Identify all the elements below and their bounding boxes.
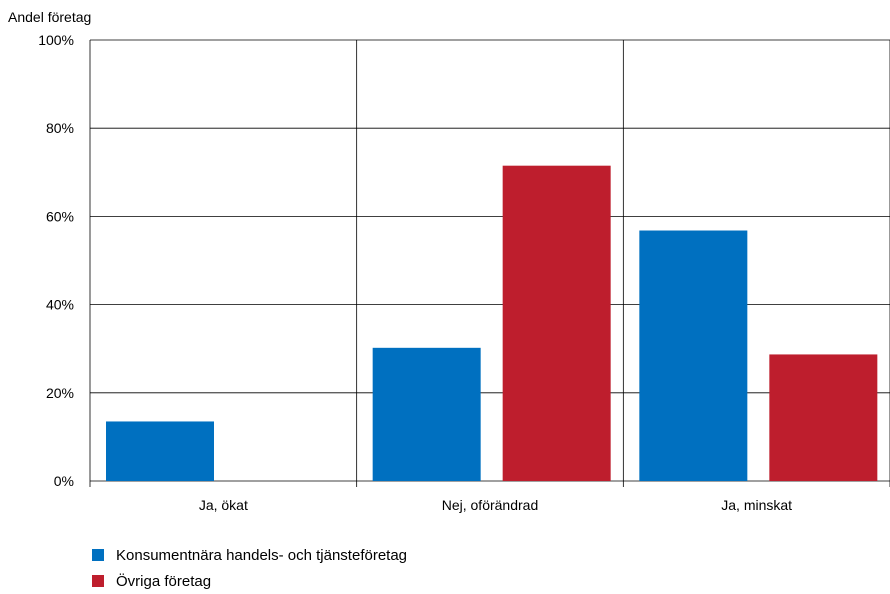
y-tick-label: 20% xyxy=(46,385,74,401)
bar-konsumentnara xyxy=(639,230,748,481)
legend: Konsumentnära handels- och tjänsteföreta… xyxy=(92,542,407,594)
legend-label-konsumentnara: Konsumentnära handels- och tjänsteföreta… xyxy=(116,546,408,564)
legend-swatch-konsumentnara xyxy=(92,549,104,561)
x-tick-labels: Ja, ökat Nej, oförändrad Ja, minskat xyxy=(199,497,792,513)
x-tick-label: Ja, minskat xyxy=(721,497,792,513)
bar-konsumentnara xyxy=(372,347,481,481)
bars xyxy=(106,165,878,481)
y-tick-label: 100% xyxy=(38,32,74,48)
bar-ovriga xyxy=(769,354,878,481)
y-tick-label: 40% xyxy=(46,297,74,313)
legend-item-konsumentnara: Konsumentnära handels- och tjänsteföreta… xyxy=(92,542,407,568)
legend-label-ovriga: Övriga företag xyxy=(116,572,212,590)
y-tick-labels: 0% 20% 40% 60% 80% 100% xyxy=(38,32,74,489)
legend-item-ovriga: Övriga företag xyxy=(92,568,407,594)
legend-swatch-ovriga xyxy=(92,575,104,587)
y-tick-label: 0% xyxy=(54,473,74,489)
x-tick-label: Ja, ökat xyxy=(199,497,248,513)
x-tick-label: Nej, oförändrad xyxy=(442,497,539,513)
gridlines xyxy=(89,39,890,487)
bar-konsumentnara xyxy=(106,421,214,481)
y-axis-label: Andel företag xyxy=(8,9,91,25)
bar-ovriga xyxy=(502,165,611,481)
y-tick-label: 60% xyxy=(46,208,74,224)
y-tick-label: 80% xyxy=(46,120,74,136)
